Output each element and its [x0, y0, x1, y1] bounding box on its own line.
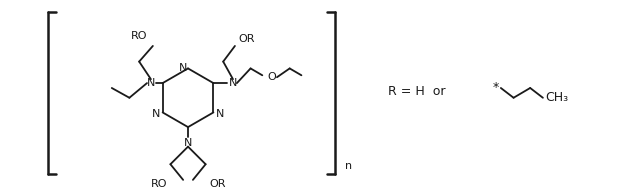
Text: R = H  or: R = H or — [388, 85, 446, 98]
Text: N: N — [147, 78, 155, 88]
Text: N: N — [184, 138, 192, 148]
Text: OR: OR — [209, 179, 226, 189]
Text: OR: OR — [239, 34, 255, 44]
Text: RO: RO — [131, 31, 147, 41]
Text: N: N — [216, 109, 225, 119]
Text: n: n — [345, 161, 352, 171]
Text: CH₃: CH₃ — [545, 91, 568, 104]
Text: N: N — [179, 64, 188, 74]
Text: RO: RO — [150, 179, 167, 189]
Text: N: N — [152, 109, 160, 119]
Text: N: N — [228, 78, 237, 88]
Text: *: * — [493, 81, 499, 94]
Text: O: O — [268, 72, 276, 82]
